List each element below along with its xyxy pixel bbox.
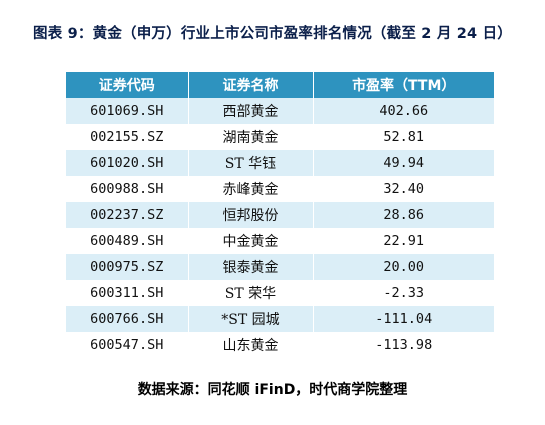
- table-row: 600766.SH *ST 园城 -111.04: [66, 306, 494, 332]
- table-header: 证券代码 证券名称 市盈率（TTM）: [66, 72, 494, 98]
- cell-pe: -113.98: [312, 332, 494, 358]
- table-row: 002237.SZ 恒邦股份 28.86: [66, 202, 494, 228]
- pe-ranking-table: 证券代码 证券名称 市盈率（TTM） 601069.SH 西部黄金 402.66…: [66, 72, 494, 358]
- cell-name: *ST 园城: [187, 306, 313, 332]
- cell-name: 中金黄金: [187, 228, 313, 254]
- cell-name: 恒邦股份: [187, 202, 313, 228]
- cell-name: 山东黄金: [187, 332, 313, 358]
- cell-code: 600766.SH: [66, 306, 188, 332]
- cell-name: ST 荣华: [187, 280, 313, 306]
- cell-pe: -111.04: [312, 306, 494, 332]
- header-pe-ratio: 市盈率（TTM）: [312, 72, 494, 98]
- table-row: 601069.SH 西部黄金 402.66: [66, 98, 494, 124]
- table-row: 600988.SH 赤峰黄金 32.40: [66, 176, 494, 202]
- cell-code: 002155.SZ: [66, 124, 188, 150]
- header-security-code: 证券代码: [66, 72, 188, 98]
- cell-pe: 32.40: [312, 176, 494, 202]
- cell-pe: -2.33: [312, 280, 494, 306]
- table-body: 601069.SH 西部黄金 402.66 002155.SZ 湖南黄金 52.…: [66, 98, 494, 358]
- cell-code: 600988.SH: [66, 176, 188, 202]
- cell-name: ST 华钰: [187, 150, 313, 176]
- cell-name: 赤峰黄金: [187, 176, 313, 202]
- cell-name: 湖南黄金: [187, 124, 313, 150]
- cell-code: 600489.SH: [66, 228, 188, 254]
- cell-code: 601020.SH: [66, 150, 188, 176]
- table-row: 600489.SH 中金黄金 22.91: [66, 228, 494, 254]
- figure-title: 图表 9：黄金（申万）行业上市公司市盈率排名情况（截至 2 月 24 日）: [33, 26, 512, 42]
- cell-code: 002237.SZ: [66, 202, 188, 228]
- table-row: 600311.SH ST 荣华 -2.33: [66, 280, 494, 306]
- pe-ranking-table-container: 证券代码 证券名称 市盈率（TTM） 601069.SH 西部黄金 402.66…: [66, 72, 494, 358]
- table-row: 601020.SH ST 华钰 49.94: [66, 150, 494, 176]
- cell-code: 600547.SH: [66, 332, 188, 358]
- header-row: 证券代码 证券名称 市盈率（TTM）: [66, 72, 494, 98]
- table-row: 000975.SZ 银泰黄金 20.00: [66, 254, 494, 280]
- cell-pe: 20.00: [312, 254, 494, 280]
- cell-pe: 49.94: [312, 150, 494, 176]
- cell-pe: 402.66: [312, 98, 494, 124]
- cell-code: 000975.SZ: [66, 254, 188, 280]
- cell-pe: 52.81: [312, 124, 494, 150]
- header-security-name: 证券名称: [187, 72, 313, 98]
- table-row: 002155.SZ 湖南黄金 52.81: [66, 124, 494, 150]
- data-source-note: 数据来源：同花顺 iFinD，时代商学院整理: [137, 382, 408, 398]
- table-row: 600547.SH 山东黄金 -113.98: [66, 332, 494, 358]
- cell-pe: 22.91: [312, 228, 494, 254]
- cell-code: 600311.SH: [66, 280, 188, 306]
- cell-name: 西部黄金: [187, 98, 313, 124]
- cell-name: 银泰黄金: [187, 254, 313, 280]
- cell-pe: 28.86: [312, 202, 494, 228]
- cell-code: 601069.SH: [66, 98, 188, 124]
